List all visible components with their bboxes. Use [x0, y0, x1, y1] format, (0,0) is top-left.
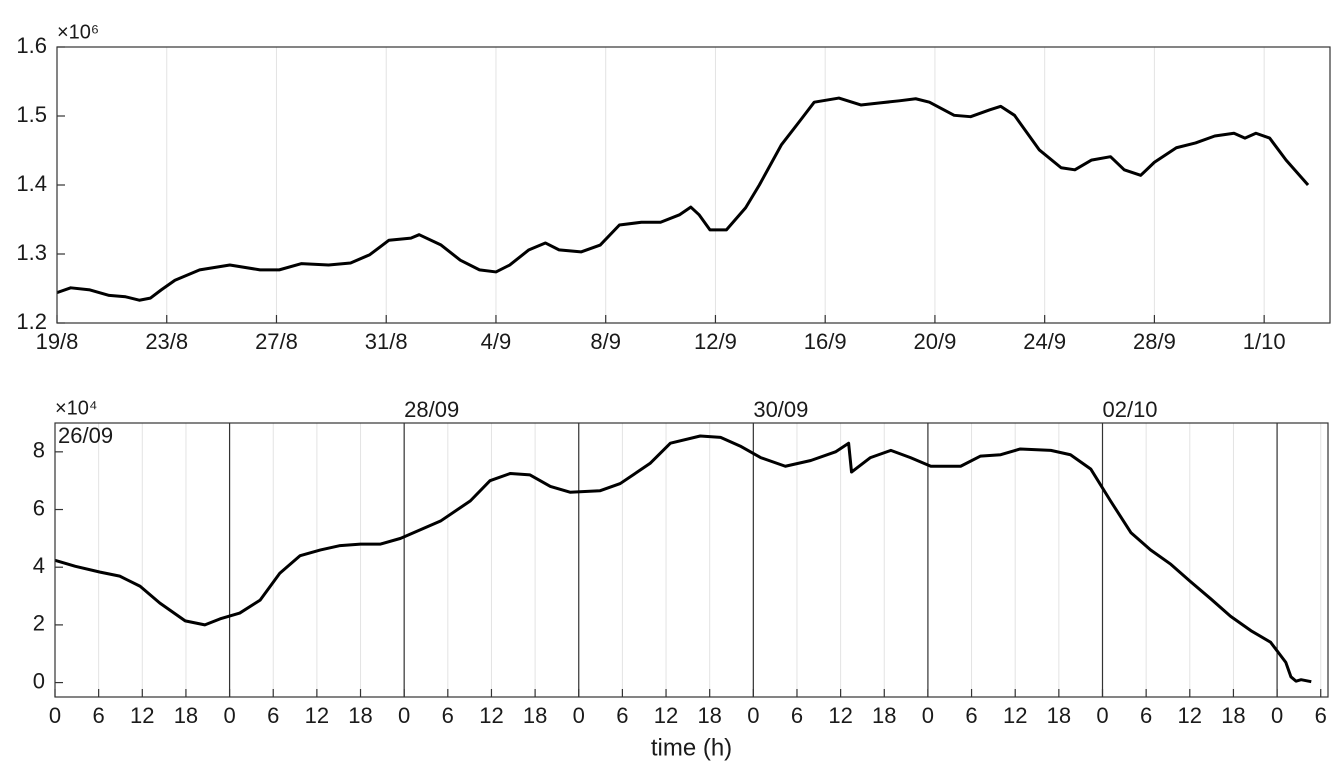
x-tick-label: 6 [1140, 703, 1152, 728]
x-tick-label: 8/9 [590, 329, 621, 354]
y-exponent: ×10⁴ [55, 397, 98, 419]
x-tick-label: 24/9 [1023, 329, 1066, 354]
x-tick-label: 6 [791, 703, 803, 728]
x-tick-label: 0 [573, 703, 585, 728]
x-tick-label: 6 [616, 703, 628, 728]
date-annotation: 30/09 [753, 397, 808, 422]
y-tick-label: 1.2 [16, 309, 47, 334]
y-tick-label: 6 [33, 495, 45, 520]
x-tick-label: 18 [174, 703, 198, 728]
x-tick-label: 6 [442, 703, 454, 728]
x-axis-label: time (h) [651, 734, 732, 761]
y-tick-label: 2 [33, 611, 45, 636]
date-annotation: 02/10 [1102, 397, 1157, 422]
x-tick-label: 0 [1271, 703, 1283, 728]
x-tick-label: 4/9 [481, 329, 512, 354]
x-tick-label: 20/9 [914, 329, 957, 354]
x-tick-label: 31/8 [365, 329, 408, 354]
x-tick-label: 6 [93, 703, 105, 728]
x-tick-label: 12 [305, 703, 329, 728]
axes-box [56, 46, 1331, 324]
x-tick-label: 6 [267, 703, 279, 728]
x-tick-label: 18 [1047, 703, 1071, 728]
y-exponent: ×10⁶ [57, 21, 99, 43]
x-tick-label: 0 [747, 703, 759, 728]
x-tick-label: 16/9 [804, 329, 847, 354]
x-tick-label: 27/8 [255, 329, 298, 354]
x-tick-label: 0 [922, 703, 934, 728]
y-tick-label: 8 [33, 438, 45, 463]
x-tick-label: 18 [523, 703, 547, 728]
y-tick-label: 1.3 [16, 240, 47, 265]
date-annotation: 28/09 [404, 397, 459, 422]
y-tick-label: 1.4 [16, 171, 47, 196]
x-tick-label: 19/8 [36, 329, 79, 354]
y-tick-label: 1.5 [16, 102, 47, 127]
x-tick-label: 12 [1003, 703, 1027, 728]
x-tick-label: 6 [1315, 703, 1327, 728]
y-tick-label: 0 [33, 668, 45, 693]
x-tick-label: 18 [872, 703, 896, 728]
x-tick-label: 12/9 [694, 329, 737, 354]
x-tick-label: 0 [1096, 703, 1108, 728]
x-tick-label: 12 [654, 703, 678, 728]
x-tick-label: 18 [348, 703, 372, 728]
x-tick-label: 18 [1221, 703, 1245, 728]
x-tick-label: 12 [130, 703, 154, 728]
y-tick-label: 4 [33, 553, 45, 578]
date-annotation: 26/09 [58, 423, 113, 448]
data-line [54, 434, 1312, 684]
x-tick-label: 28/9 [1133, 329, 1176, 354]
y-tick-label: 1.6 [16, 33, 47, 58]
x-tick-label: 12 [828, 703, 852, 728]
x-tick-label: 18 [697, 703, 721, 728]
x-tick-label: 6 [965, 703, 977, 728]
x-tick-label: 1/10 [1243, 329, 1286, 354]
x-tick-label: 23/8 [145, 329, 188, 354]
data-line [56, 96, 1310, 302]
x-tick-label: 0 [49, 703, 61, 728]
axes-box [54, 422, 1329, 698]
x-tick-label: 0 [398, 703, 410, 728]
x-tick-label: 12 [1178, 703, 1202, 728]
x-tick-label: 0 [223, 703, 235, 728]
x-tick-label: 12 [479, 703, 503, 728]
